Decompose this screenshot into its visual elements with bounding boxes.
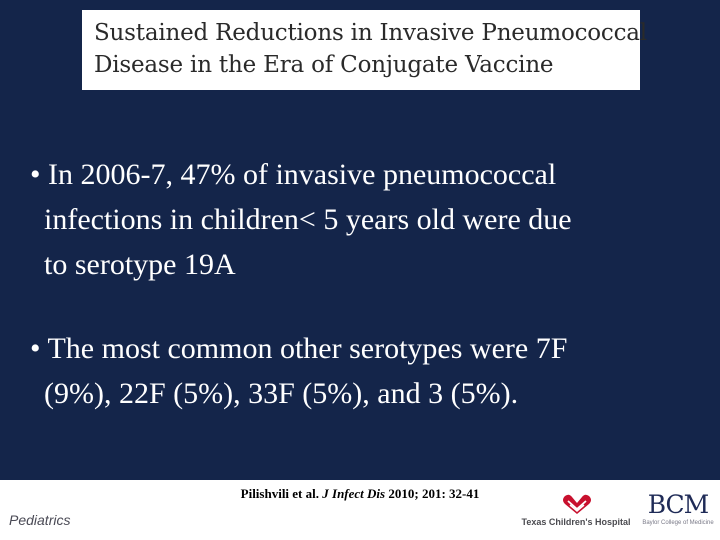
title-box: Sustained Reductions in Invasive Pneumoc… <box>82 10 647 90</box>
footer-department-label: Pediatrics <box>9 512 71 528</box>
bullet-1-line-2: infections in children< 5 years old were… <box>44 203 572 236</box>
bullet-marker: • <box>30 158 41 191</box>
citation-author: Pilishvili et al. <box>240 486 320 501</box>
bullet-1-line-3: to serotype 19A <box>44 248 236 281</box>
citation: Pilishvili et al. J Infect Dis 2010; 201… <box>0 486 720 502</box>
tch-logo-text: Texas Children's Hospital <box>521 517 631 527</box>
tch-hands-heart-icon <box>563 494 591 514</box>
bullet-marker: • <box>30 332 41 365</box>
content-panel: Sustained Reductions in Invasive Pneumoc… <box>0 0 720 480</box>
bcm-logo-subtext: Baylor College of Medicine <box>642 520 714 526</box>
bullet-1: • In 2006-7, 47% of invasive pneumococca… <box>30 152 572 287</box>
title-line-2: Disease in the Era of Conjugate Vaccine <box>94 52 554 78</box>
bcm-logo: BCM Baylor College of Medicine <box>640 490 716 534</box>
title-line-1: Sustained Reductions in Invasive Pneumoc… <box>94 20 647 46</box>
bullet-2-line-1: • The most common other serotypes were 7… <box>30 326 567 371</box>
bullet-1-text-1: In 2006-7, 47% of invasive pneumococcal <box>48 158 557 191</box>
bullet-2: • The most common other serotypes were 7… <box>30 326 567 416</box>
bullet-1-line-1: • In 2006-7, 47% of invasive pneumococca… <box>30 152 572 197</box>
citation-details: 2010; 201: 32-41 <box>388 486 480 501</box>
citation-journal: J Infect Dis <box>322 486 386 501</box>
bcm-logo-text: BCM <box>647 490 710 519</box>
bullet-2-line-2: (9%), 22F (5%), 33F (5%), and 3 (5%). <box>44 377 519 410</box>
bullet-2-text-1: The most common other serotypes were 7F <box>47 332 568 365</box>
texas-childrens-hospital-logo: Texas Children's Hospital <box>520 492 632 532</box>
